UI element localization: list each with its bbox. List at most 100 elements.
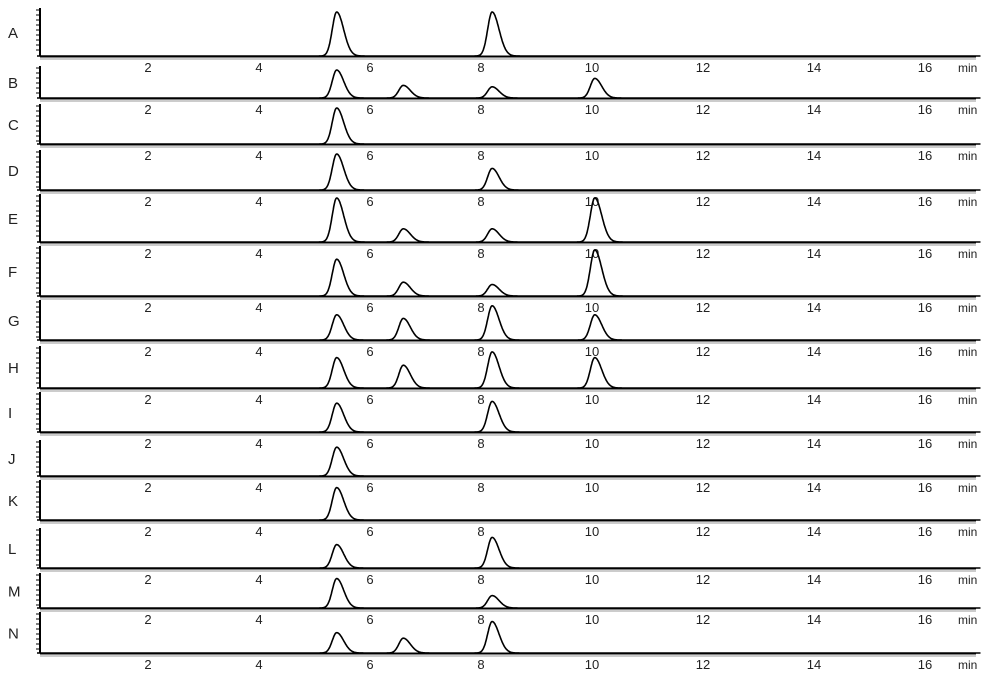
x-tick-label: 4 — [255, 300, 262, 315]
x-tick-label: 10 — [585, 480, 599, 495]
x-tick-label: 2 — [144, 572, 151, 587]
panel-label-I: I — [8, 405, 12, 422]
panel-label-A: A — [8, 25, 18, 42]
x-tick-label: 6 — [366, 246, 373, 261]
x-tick-label: 8 — [477, 657, 484, 672]
x-tick-label: 14 — [807, 102, 821, 117]
x-tick-label: 10 — [585, 102, 599, 117]
x-tick-label: 14 — [807, 657, 821, 672]
panel-label-H: H — [8, 360, 19, 377]
x-tick-label: 14 — [807, 60, 821, 75]
x-tick-label: 2 — [144, 194, 151, 209]
panel-label-D: D — [8, 163, 19, 180]
x-tick-label: 12 — [696, 524, 710, 539]
x-tick-label: 4 — [255, 102, 262, 117]
trace-H — [37, 351, 981, 389]
x-tick-label: 10 — [585, 148, 599, 163]
x-tick-label: 12 — [696, 60, 710, 75]
x-tick-label: 4 — [255, 60, 262, 75]
x-tick-label: 4 — [255, 392, 262, 407]
x-tick-label: 2 — [144, 102, 151, 117]
x-tick-label: 6 — [366, 436, 373, 451]
x-tick-label: 4 — [255, 148, 262, 163]
x-tick-label: 14 — [807, 524, 821, 539]
x-tick-label: 10 — [585, 300, 599, 315]
x-tick-label: 2 — [144, 300, 151, 315]
x-tick-label: 2 — [144, 60, 151, 75]
x-tick-label: 6 — [366, 344, 373, 359]
x-unit-label: min — [958, 195, 977, 209]
x-tick-label: 6 — [366, 657, 373, 672]
x-tick-label: 8 — [477, 194, 484, 209]
x-tick-label: 2 — [144, 612, 151, 627]
x-unit-label: min — [958, 247, 977, 261]
panel-label-M: M — [8, 584, 21, 601]
x-tick-label: 8 — [477, 436, 484, 451]
x-tick-label: 2 — [144, 344, 151, 359]
x-tick-label: 2 — [144, 524, 151, 539]
trace-F — [37, 249, 981, 297]
panel-label-G: G — [8, 313, 20, 330]
x-tick-label: 16 — [918, 572, 932, 587]
x-unit-label: min — [958, 525, 977, 539]
trace-I — [37, 400, 981, 433]
x-tick-label: 6 — [366, 392, 373, 407]
x-tick-label: 4 — [255, 572, 262, 587]
trace-M — [37, 577, 981, 609]
x-tick-label: 4 — [255, 344, 262, 359]
x-tick-label: 6 — [366, 572, 373, 587]
x-tick-label: 14 — [807, 148, 821, 163]
trace-K — [37, 486, 981, 521]
x-tick-label: 10 — [585, 60, 599, 75]
x-tick-label: 8 — [477, 480, 484, 495]
x-tick-label: 10 — [585, 524, 599, 539]
x-tick-label: 10 — [585, 612, 599, 627]
x-tick-label: 16 — [918, 392, 932, 407]
trace-G — [37, 304, 981, 341]
x-tick-label: 8 — [477, 60, 484, 75]
x-tick-label: 16 — [918, 657, 932, 672]
x-tick-label: 4 — [255, 194, 262, 209]
x-unit-label: min — [958, 573, 977, 587]
x-tick-label: 10 — [585, 392, 599, 407]
panel-label-F: F — [8, 264, 17, 281]
x-tick-label: 8 — [477, 246, 484, 261]
x-tick-label: 4 — [255, 436, 262, 451]
x-tick-label: 14 — [807, 612, 821, 627]
x-tick-label: 10 — [585, 436, 599, 451]
x-unit-label: min — [958, 301, 977, 315]
x-tick-label: 6 — [366, 60, 373, 75]
x-unit-label: min — [958, 437, 977, 451]
x-tick-label: 2 — [144, 657, 151, 672]
trace-E — [37, 197, 981, 243]
x-tick-label: 14 — [807, 572, 821, 587]
x-tick-label: 2 — [144, 148, 151, 163]
x-tick-label: 16 — [918, 148, 932, 163]
x-tick-label: 6 — [366, 102, 373, 117]
x-tick-label: 12 — [696, 572, 710, 587]
trace-N — [37, 620, 981, 654]
x-tick-label: 10 — [585, 572, 599, 587]
panel-label-B: B — [8, 75, 18, 92]
x-tick-label: 16 — [918, 102, 932, 117]
x-tick-label: 14 — [807, 300, 821, 315]
x-tick-label: 12 — [696, 392, 710, 407]
x-tick-label: 8 — [477, 572, 484, 587]
x-tick-label: 12 — [696, 148, 710, 163]
x-tick-label: 16 — [918, 246, 932, 261]
x-tick-label: 4 — [255, 480, 262, 495]
x-tick-label: 8 — [477, 344, 484, 359]
panel-label-E: E — [8, 211, 18, 228]
trace-D — [37, 153, 981, 191]
x-tick-label: 14 — [807, 344, 821, 359]
x-unit-label: min — [958, 149, 977, 163]
trace-B — [37, 69, 981, 99]
x-tick-label: 14 — [807, 194, 821, 209]
x-tick-label: 16 — [918, 300, 932, 315]
x-tick-label: 4 — [255, 657, 262, 672]
trace-C — [37, 107, 981, 145]
x-unit-label: min — [958, 658, 977, 672]
x-tick-label: 14 — [807, 480, 821, 495]
